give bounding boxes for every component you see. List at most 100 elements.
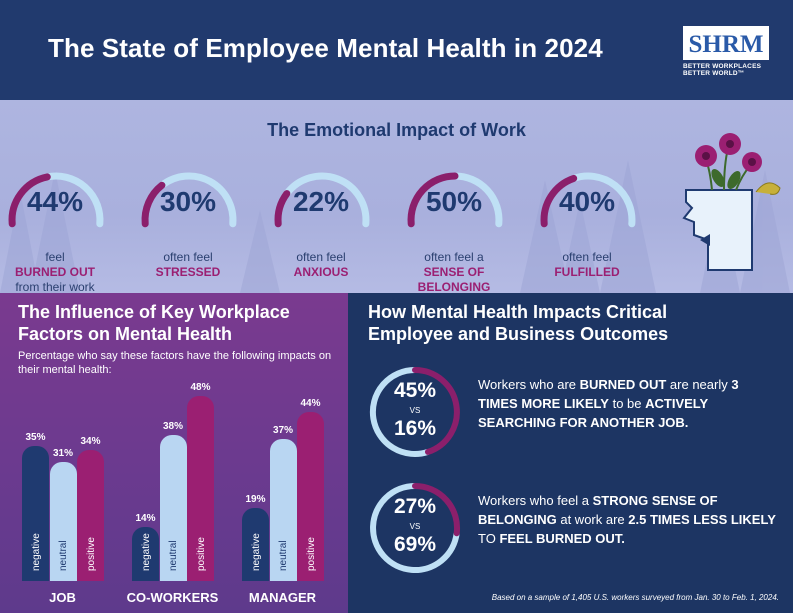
- factors-subtitle: Percentage who say these factors have th…: [18, 350, 332, 376]
- bar-value: 14%: [135, 513, 156, 525]
- gauge-track: [158, 172, 237, 228]
- ring-fill: [412, 367, 460, 455]
- emotional-impact-panel: The Emotional Impact of Work 44% feel BURN…: [0, 100, 793, 293]
- shrm-logo: SHRM BETTER WORKPLACES BETTER WORLD™: [683, 26, 775, 77]
- outcome-ring: 27% VS 69%: [368, 481, 462, 575]
- bar-label: negative: [140, 533, 152, 571]
- stat-value: 30%: [159, 186, 217, 217]
- workplace-factors-panel: The Influence of Key Workplace Factors o…: [0, 293, 348, 613]
- stat-caption-bold: BURNED OUT: [15, 265, 95, 279]
- gauge-fill: [274, 190, 291, 228]
- bar-value: 19%: [245, 493, 266, 505]
- emotional-title: The Emotional Impact of Work: [267, 120, 526, 140]
- gauge-track: [283, 172, 370, 228]
- ring-track: [370, 483, 460, 573]
- bar-value: 48%: [190, 382, 211, 394]
- ring-fill: [412, 482, 461, 537]
- bar-value: 44%: [300, 397, 321, 409]
- stat-caption-pre: often feel: [562, 250, 612, 264]
- outcomes-title: How Mental Health Impacts Critical Emplo…: [368, 302, 669, 344]
- stat-caption: often feel ANXIOUS: [266, 250, 376, 280]
- bar-label: neutral: [168, 540, 179, 571]
- description-text: TO: [478, 531, 500, 546]
- stat-value: 40%: [558, 186, 616, 217]
- bar-value: 38%: [162, 420, 183, 432]
- svg-text:SHRM: SHRM: [689, 31, 764, 58]
- page-title: The State of Employee Mental Health in 2…: [48, 33, 603, 63]
- stat-caption-bold: SENSE OF BELONGING: [417, 265, 491, 293]
- gauge-fill: [8, 173, 51, 228]
- stat-caption-bold: STRESSED: [155, 265, 221, 279]
- ring-vs: VS: [409, 406, 421, 415]
- ring-value-a: 45%: [393, 379, 437, 402]
- ring-gauge: [369, 367, 460, 457]
- bar-negative: negative: [242, 507, 269, 581]
- bar-neutral: neutral: [269, 438, 297, 581]
- ring-track: [369, 367, 429, 457]
- gauge-track: [43, 172, 104, 228]
- bar-positive: positive: [297, 411, 324, 581]
- stat-caption-pre: often feel: [163, 250, 213, 264]
- description-text: are nearly: [666, 377, 732, 392]
- stat-value: 22%: [292, 186, 350, 217]
- outcome-description: Workers who are BURNED OUT are nearly 3 …: [478, 375, 778, 432]
- stat-caption: often feel FULFILLED: [532, 250, 642, 280]
- gauge-fill: [141, 181, 166, 228]
- outcomes-panel: How Mental Health Impacts Critical Emplo…: [348, 293, 793, 613]
- description-emphasis: 3 TIMES MORE LIKELY: [478, 377, 739, 411]
- bar-label: positive: [195, 537, 207, 571]
- bar-label: neutral: [278, 540, 289, 571]
- bar-label: negative: [30, 533, 42, 571]
- stat-caption: feel BURNED OUT from their work: [0, 250, 110, 293]
- bar-negative: negative: [22, 446, 49, 581]
- stat-caption-post: from their work: [15, 280, 95, 293]
- description-text: Workers who feel a: [478, 493, 593, 508]
- stat-gauge: [540, 172, 636, 228]
- gauge-fill: [540, 174, 578, 228]
- ring-value-a: 27%: [393, 495, 437, 518]
- bar-value: 35%: [25, 432, 46, 444]
- stat-caption: often feel STRESSED: [133, 250, 243, 280]
- outcome-ring: 45% VS 16%: [368, 365, 462, 459]
- description-text: at work are: [556, 512, 629, 527]
- description-text: Workers who are: [478, 377, 580, 392]
- bar-positive: positive: [187, 396, 214, 581]
- description-emphasis: FEEL BURNED OUT.: [499, 531, 625, 546]
- factors-title: The Influence of Key Workplace Factors o…: [18, 302, 290, 344]
- bar-negative: negative: [132, 527, 159, 581]
- header: The State of Employee Mental Health in 2…: [0, 0, 793, 100]
- description-emphasis: 2.5 TIMES LESS LIKELY: [628, 512, 776, 527]
- stat-caption-bold: FULFILLED: [554, 265, 620, 279]
- description-emphasis: STRONG SENSE OF BELONGING: [478, 493, 718, 527]
- bar-value: 31%: [52, 447, 73, 459]
- group-label: CO-WORKERS: [126, 590, 219, 605]
- shrm-logo-mark: SHRM: [683, 26, 769, 60]
- stat-value: 50%: [425, 186, 483, 217]
- description-emphasis: BURNED OUT: [579, 377, 667, 392]
- bar-value: 37%: [272, 424, 293, 436]
- stat-caption-bold: ANXIOUS: [293, 265, 349, 279]
- stat-caption: often feel a SENSE OF BELONGING: [399, 250, 509, 293]
- bar-neutral: neutral: [159, 434, 187, 581]
- stat-caption-pre: feel: [45, 250, 65, 264]
- bar-label: positive: [85, 537, 97, 571]
- logo-tagline: BETTER WORKPLACES BETTER WORLD™: [683, 63, 762, 77]
- bar-label: negative: [250, 533, 262, 571]
- stat-gauge: [407, 172, 503, 228]
- description-text: to be: [608, 396, 646, 411]
- bar-positive: positive: [77, 450, 104, 581]
- ring-gauge: [370, 482, 461, 573]
- ring-value-b: 16%: [393, 417, 437, 440]
- description-emphasis: ACTIVELY SEARCHING FOR ANOTHER JOB.: [478, 396, 708, 430]
- bar-value: 34%: [80, 436, 101, 448]
- ring-vs: VS: [409, 522, 421, 531]
- stat-gauge: [141, 172, 237, 228]
- stat-value: 44%: [26, 186, 84, 217]
- group-label: MANAGER: [248, 590, 317, 605]
- stat-gauge: [274, 172, 370, 228]
- head-flowers-illustration: [682, 133, 781, 271]
- stat-caption-pre: often feel a: [424, 250, 484, 264]
- gauge-track: [451, 172, 503, 228]
- gauge-track: [570, 172, 636, 228]
- bar-neutral: neutral: [49, 461, 77, 581]
